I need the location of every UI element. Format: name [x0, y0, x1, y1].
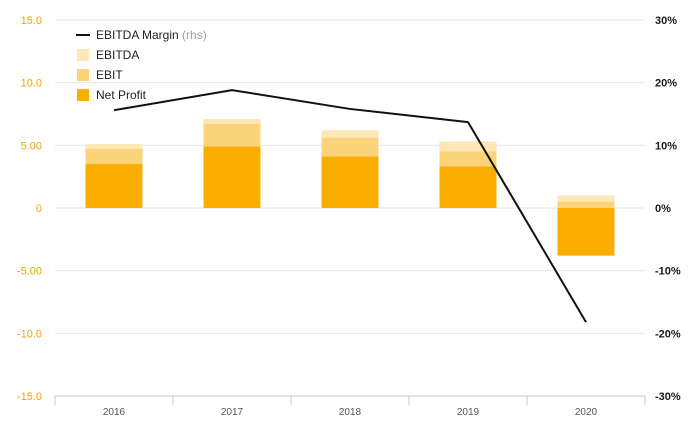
- right-axis-tick-label: -20%: [655, 328, 681, 340]
- left-axis-tick-label: 0: [36, 203, 42, 215]
- legend-item-net-profit: Net Profit: [77, 88, 147, 102]
- right-axis-tick-label: 10%: [655, 140, 677, 152]
- left-axis: 15.0 10.0 5.00 0 -5.00 -10.0 -15.0: [17, 15, 42, 403]
- legend-label: Net Profit: [96, 88, 147, 102]
- legend-item-line: EBITDA Margin (rhs): [76, 28, 207, 42]
- x-axis-tick-label: 2020: [575, 407, 598, 418]
- legend-swatch: [77, 49, 89, 61]
- right-axis-tick-label: 0%: [655, 203, 671, 215]
- x-axis-tick-label: 2017: [221, 407, 244, 418]
- legend-label: EBIT: [96, 68, 123, 82]
- legend-label: EBITDA: [96, 48, 139, 62]
- bar-net-profit: [86, 164, 143, 208]
- right-axis-tick-label: -10%: [655, 266, 681, 278]
- right-axis: 30% 20% 10% 0% -10% -20% -30%: [655, 15, 681, 403]
- x-axis-tick-label: 2016: [103, 407, 126, 418]
- left-axis-tick-label: 15.0: [21, 15, 42, 27]
- bar-net-profit: [204, 147, 261, 208]
- right-axis-tick-label: 20%: [655, 78, 677, 90]
- legend-label-suffix: (rhs): [179, 28, 207, 42]
- legend-swatch: [77, 89, 89, 101]
- legend-swatch: [77, 69, 89, 81]
- bar-net-profit: [558, 208, 615, 256]
- left-axis-tick-label: -15.0: [17, 391, 42, 403]
- legend-label: EBITDA Margin (rhs): [96, 28, 207, 42]
- legend: EBITDA Margin (rhs) EBITDA EBIT Net Profit: [76, 28, 207, 102]
- legend-item-ebitda: EBITDA: [77, 48, 139, 62]
- x-axis-tick-label: 2018: [339, 407, 362, 418]
- x-axis: 2016 2017 2018 2019 2020: [55, 396, 645, 418]
- bar-ebit: [558, 202, 615, 208]
- bar-net-profit: [322, 157, 379, 208]
- left-axis-tick-label: 10.0: [21, 78, 42, 90]
- right-axis-tick-label: -30%: [655, 391, 681, 403]
- left-axis-tick-label: -5.00: [17, 266, 42, 278]
- bar-net-profit: [440, 167, 497, 208]
- legend-item-ebit: EBIT: [77, 68, 123, 82]
- x-axis-tick-label: 2019: [457, 407, 480, 418]
- right-axis-tick-label: 30%: [655, 15, 677, 27]
- left-axis-tick-label: 5.00: [21, 140, 42, 152]
- left-axis-tick-label: -10.0: [17, 328, 42, 340]
